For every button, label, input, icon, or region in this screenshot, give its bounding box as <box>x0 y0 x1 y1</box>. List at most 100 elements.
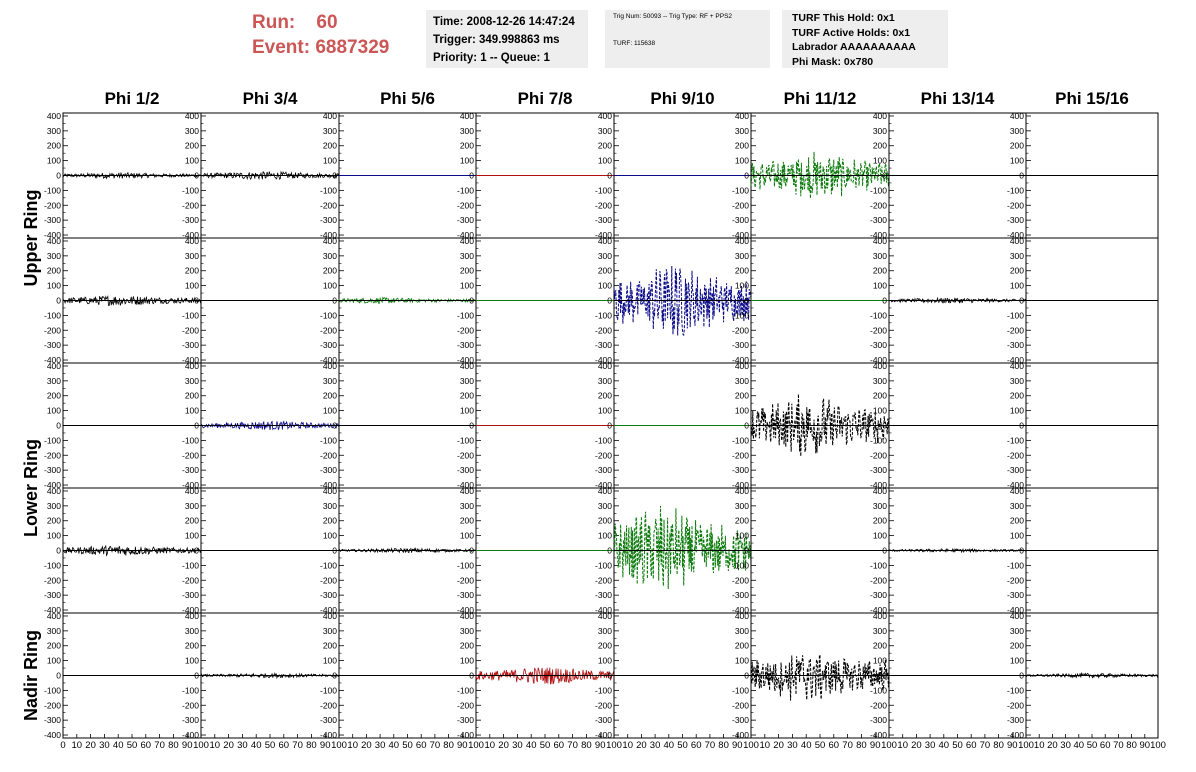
x-tick-label: 40 <box>801 740 812 751</box>
y-tick-label: 300 <box>873 626 887 636</box>
x-tick-label: 80 <box>443 740 454 751</box>
panel-r1-c8: -400 -300 -200 -100 0 100 200 300 400 <box>1007 111 1159 240</box>
y-tick-label: -200 <box>595 200 612 210</box>
y-tick-label: -300 <box>732 340 749 350</box>
y-tick-label: 100 <box>1010 406 1024 416</box>
y-tick-label: 400 <box>735 611 749 621</box>
y-tick-label: -200 <box>182 575 199 585</box>
y-tick-label: 0 <box>332 671 337 681</box>
x-tick-label: 30 <box>375 740 386 751</box>
y-tick-label: 300 <box>1010 251 1024 261</box>
y-tick-label: 200 <box>323 266 337 276</box>
y-tick-label: -300 <box>595 465 612 475</box>
y-tick-label: 200 <box>185 516 199 526</box>
y-tick-label: 100 <box>47 156 61 166</box>
y-tick-label: -100 <box>595 435 612 445</box>
y-tick-label: 400 <box>1010 611 1024 621</box>
x-tick-label: 100 <box>468 740 484 751</box>
y-tick-label: 300 <box>185 501 199 511</box>
y-tick-label: 400 <box>460 361 474 371</box>
y-tick-label: 200 <box>460 141 474 151</box>
x-tick-label: 20 <box>223 740 234 751</box>
y-tick-label: -400 <box>44 230 61 240</box>
y-tick-label: 200 <box>47 516 61 526</box>
y-tick-label: -300 <box>1007 215 1024 225</box>
y-tick-label: -300 <box>457 215 474 225</box>
y-tick-label: -400 <box>1007 230 1024 240</box>
y-tick-label: 400 <box>598 486 612 496</box>
y-tick-label: 400 <box>323 361 337 371</box>
y-tick-label: 100 <box>598 656 612 666</box>
y-tick-label: 300 <box>735 251 749 261</box>
y-tick-label: -200 <box>595 700 612 710</box>
y-tick-label: 400 <box>323 111 337 121</box>
y-tick-label: 300 <box>323 626 337 636</box>
x-tick-label: 50 <box>677 740 688 751</box>
y-tick-label: -400 <box>182 730 199 740</box>
y-tick-label: 100 <box>1010 656 1024 666</box>
y-tick-label: -200 <box>870 325 887 335</box>
y-tick-label: 100 <box>873 281 887 291</box>
y-tick-label: 200 <box>323 141 337 151</box>
y-tick-label: 400 <box>323 486 337 496</box>
y-tick-label: -100 <box>732 185 749 195</box>
y-tick-label: 100 <box>598 281 612 291</box>
y-tick-label: 300 <box>185 126 199 136</box>
y-tick-label: 200 <box>1010 516 1024 526</box>
y-tick-label: 400 <box>460 611 474 621</box>
y-tick-label: -400 <box>320 480 337 490</box>
y-tick-label: 0 <box>56 171 61 181</box>
y-tick-label: 100 <box>1010 156 1024 166</box>
panel-r4-c5: -400 -300 -200 -100 0 100 200 300 400 <box>595 486 752 615</box>
y-tick-label: 300 <box>735 376 749 386</box>
x-tick-label: 70 <box>980 740 991 751</box>
x-tick-label: 70 <box>842 740 853 751</box>
y-tick-label: 0 <box>744 671 749 681</box>
y-tick-label: 200 <box>323 516 337 526</box>
y-tick-label: 0 <box>469 296 474 306</box>
y-tick-label: 400 <box>323 236 337 246</box>
y-tick-label: 300 <box>1010 376 1024 386</box>
y-tick-label: 200 <box>185 641 199 651</box>
x-tick-label: 60 <box>1100 740 1111 751</box>
y-tick-label: -100 <box>732 685 749 695</box>
y-tick-label: 400 <box>185 361 199 371</box>
y-tick-label: -100 <box>1007 310 1024 320</box>
y-tick-label: -300 <box>44 340 61 350</box>
y-tick-label: 100 <box>47 656 61 666</box>
y-tick-label: 400 <box>735 486 749 496</box>
y-tick-label: -200 <box>870 700 887 710</box>
y-tick-label: 0 <box>607 296 612 306</box>
run-event-box: Run: 60 Event: 6887329 <box>252 10 422 66</box>
y-tick-label: 300 <box>735 501 749 511</box>
y-tick-label: -300 <box>1007 590 1024 600</box>
x-tick-label: 80 <box>1126 740 1137 751</box>
column-title-2: Phi 3/4 <box>243 89 298 108</box>
x-tick-label: 100 <box>881 740 897 751</box>
y-tick-label: -200 <box>320 450 337 460</box>
y-tick-label: -200 <box>44 575 61 585</box>
y-tick-label: -100 <box>457 435 474 445</box>
y-tick-label: 0 <box>469 671 474 681</box>
y-tick-label: 300 <box>47 626 61 636</box>
x-tick-label: 10 <box>72 740 83 751</box>
y-tick-label: 400 <box>460 486 474 496</box>
y-tick-label: 200 <box>47 391 61 401</box>
y-tick-label: -100 <box>870 310 887 320</box>
y-tick-label: 0 <box>469 421 474 431</box>
x-tick-label: 20 <box>361 740 372 751</box>
y-tick-label: -200 <box>182 325 199 335</box>
waveform-line <box>200 420 340 431</box>
y-tick-label: -300 <box>320 715 337 725</box>
y-tick-label: 0 <box>194 671 199 681</box>
x-tick-label: 40 <box>389 740 400 751</box>
y-tick-label: 300 <box>460 626 474 636</box>
y-tick-label: 100 <box>735 656 749 666</box>
y-tick-label: -200 <box>732 700 749 710</box>
x-tick-label: 100 <box>1150 740 1166 751</box>
y-tick-label: 200 <box>873 266 887 276</box>
y-tick-label: -200 <box>732 450 749 460</box>
waveform-line <box>62 544 202 557</box>
y-tick-label: -400 <box>732 605 749 615</box>
y-tick-label: 400 <box>185 111 199 121</box>
